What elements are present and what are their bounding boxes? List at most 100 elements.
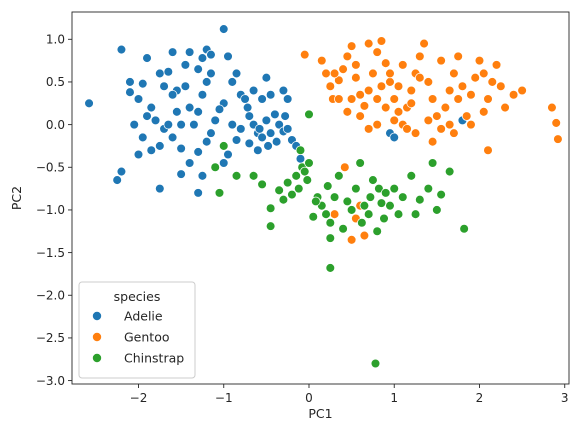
point-gentoo-46 <box>517 85 527 96</box>
point-chinstrap-38 <box>374 183 384 194</box>
point-adelie-74 <box>197 89 208 100</box>
point-chinstrap-11 <box>293 183 304 194</box>
point-gentoo-39 <box>478 68 489 79</box>
point-gentoo-40 <box>483 94 493 104</box>
point-chinstrap-35 <box>365 192 376 202</box>
point-gentoo-67 <box>415 72 425 83</box>
point-gentoo-55 <box>389 115 400 126</box>
point-adelie-59 <box>116 166 127 177</box>
point-chinstrap-21 <box>322 181 333 191</box>
point-gentoo-59 <box>355 111 365 121</box>
y-axis-label: PC2 <box>9 186 24 210</box>
point-gentoo-70 <box>406 98 417 109</box>
point-gentoo-80 <box>359 230 370 241</box>
legend-title: species <box>114 289 161 304</box>
point-gentoo-33 <box>453 94 463 104</box>
point-gentoo-65 <box>363 38 374 49</box>
point-chinstrap-29 <box>346 205 357 215</box>
point-adelie-65 <box>218 158 229 168</box>
point-adelie-52 <box>142 111 152 121</box>
point-gentoo-56 <box>380 102 391 113</box>
point-adelie-58 <box>155 141 165 151</box>
point-adelie-81 <box>163 119 174 130</box>
point-adelie-11 <box>184 47 195 57</box>
point-gentoo-7 <box>342 51 353 62</box>
point-gentoo-82 <box>376 81 387 92</box>
point-adelie-50 <box>150 115 161 126</box>
legend: species Adelie Gentoo Chinstrap <box>78 281 196 379</box>
point-chinstrap-7 <box>278 194 289 205</box>
point-chinstrap-50 <box>427 158 438 168</box>
point-chinstrap-45 <box>397 192 408 202</box>
point-adelie-46 <box>184 158 195 168</box>
point-adelie-70 <box>253 145 263 155</box>
point-chinstrap-31 <box>355 158 365 168</box>
point-gentoo-5 <box>334 75 344 86</box>
point-gentoo-27 <box>427 94 438 104</box>
point-chinstrap-47 <box>410 209 421 219</box>
point-gentoo-51 <box>466 119 476 130</box>
point-chinstrap-44 <box>393 209 404 219</box>
point-gentoo-84 <box>329 209 340 219</box>
point-gentoo-64 <box>351 60 361 70</box>
point-gentoo-60 <box>346 94 357 104</box>
point-adelie-63 <box>193 188 203 198</box>
y-tick-label-6: −2.0 <box>36 288 65 302</box>
point-chinstrap-37 <box>372 226 382 237</box>
point-gentoo-54 <box>410 128 421 138</box>
point-gentoo-17 <box>385 77 395 87</box>
point-gentoo-42 <box>491 60 502 70</box>
point-adelie-48 <box>167 132 178 143</box>
point-chinstrap-26 <box>334 171 344 181</box>
y-tick-label-3: −0.5 <box>36 160 65 174</box>
point-chinstrap-49 <box>423 183 434 194</box>
point-chinstrap-24 <box>325 263 336 273</box>
point-chinstrap-13 <box>299 166 310 177</box>
point-adelie-64 <box>197 171 208 181</box>
point-chinstrap-22 <box>325 217 336 228</box>
point-gentoo-77 <box>346 235 357 245</box>
point-gentoo-50 <box>483 145 493 155</box>
point-gentoo-61 <box>342 107 353 117</box>
point-adelie-25 <box>254 124 265 134</box>
point-chinstrap-40 <box>379 213 389 224</box>
point-gentoo-18 <box>389 94 400 104</box>
plot-frame <box>71 11 570 385</box>
point-adelie-72 <box>263 141 273 151</box>
point-chinstrap-53 <box>444 166 455 177</box>
point-chinstrap-57 <box>248 171 259 181</box>
point-adelie-22 <box>244 111 255 121</box>
legend-entry-chinstrap: Chinstrap <box>92 351 184 366</box>
point-gentoo-38 <box>474 55 485 66</box>
point-adelie-47 <box>176 143 186 154</box>
point-chinstrap-6 <box>274 185 284 196</box>
legend-marker-chinstrap <box>92 352 103 363</box>
point-adelie-15 <box>206 49 216 60</box>
point-adelie-7 <box>163 66 174 77</box>
point-adelie-30 <box>274 119 284 130</box>
point-gentoo-6 <box>338 64 348 74</box>
point-adelie-1 <box>116 44 127 55</box>
point-adelie-87 <box>248 85 259 96</box>
point-gentoo-66 <box>397 60 408 70</box>
point-chinstrap-59 <box>311 196 321 207</box>
point-gentoo-19 <box>393 107 404 117</box>
point-gentoo-30 <box>440 102 451 113</box>
point-adelie-85 <box>223 51 233 62</box>
point-gentoo-49 <box>553 134 563 144</box>
legend-label-chinstrap: Chinstrap <box>124 351 184 366</box>
point-adelie-21 <box>242 102 253 113</box>
point-adelie-43 <box>206 128 216 138</box>
x-tick-label-4: 2 <box>476 391 484 405</box>
point-chinstrap-39 <box>376 198 387 208</box>
x-tick-label-2: 0 <box>305 391 313 405</box>
point-gentoo-83 <box>402 124 412 134</box>
point-adelie-17 <box>227 77 238 87</box>
point-chinstrap-4 <box>265 203 276 214</box>
point-adelie-16 <box>218 24 229 34</box>
y-axis-ticks: 1.0 0.5 0.0 −0.5 −1.0 −1.5 −2.0 −2.5 −3.0 <box>36 33 72 388</box>
point-adelie-67 <box>231 135 242 145</box>
point-adelie-91 <box>389 132 400 143</box>
point-chinstrap-17 <box>308 211 319 222</box>
point-chinstrap-36 <box>368 175 378 185</box>
